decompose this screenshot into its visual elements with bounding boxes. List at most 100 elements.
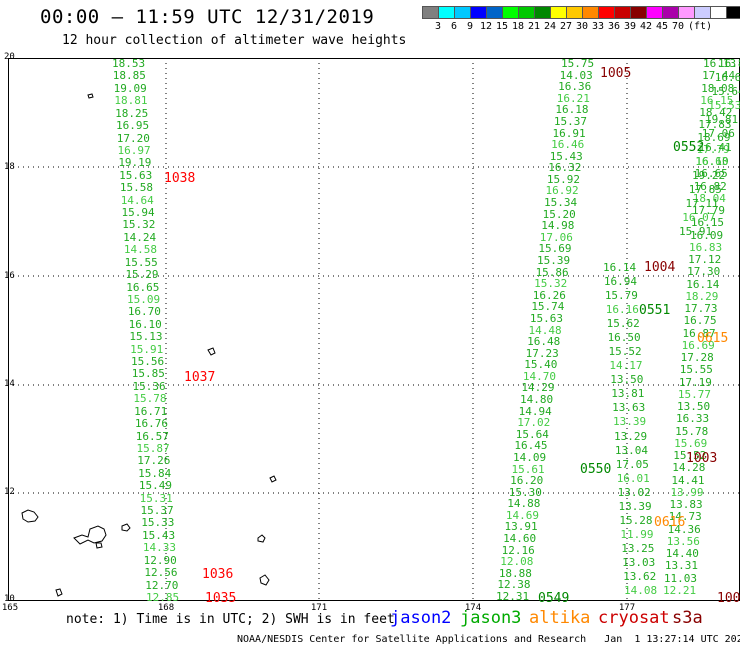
swh-value: 15.92 <box>546 172 580 186</box>
swh-value: 16.46 <box>551 138 585 152</box>
scale-swatch <box>486 6 502 19</box>
swh-value: 14.73 <box>668 510 702 524</box>
swh-value: 19.19 <box>118 156 152 170</box>
swh-value: 19.22 <box>692 169 726 182</box>
swh-value: 14.36 <box>667 522 701 536</box>
swh-value: 15.55 <box>124 255 158 269</box>
swh-value: 16.01 <box>616 471 650 485</box>
swh-value: 18.42 <box>699 106 733 120</box>
swh-value: 15.29 <box>125 268 159 282</box>
scale-label: 21 <box>527 21 541 32</box>
swh-value: 14.29 <box>521 381 555 395</box>
swh-value: 15.49 <box>138 479 172 493</box>
longitude-tick: 168 <box>157 603 175 613</box>
swh-value: 15.31 <box>139 491 173 505</box>
swh-value: 16.71 <box>134 404 168 418</box>
swh-value: 15.79 <box>604 289 638 303</box>
swh-value: 14.33 <box>142 541 176 555</box>
swh-value: 17.26 <box>137 454 171 468</box>
swh-value: 16.21 <box>556 91 590 105</box>
swh-value: 16.14 <box>603 261 637 274</box>
swh-value: 14.64 <box>120 193 154 207</box>
swh-value: 12.90 <box>143 553 177 567</box>
swh-value: 16.70 <box>127 305 161 319</box>
map-frame <box>8 58 740 601</box>
coastline <box>95 542 103 549</box>
swh-value: 12.21 <box>663 584 697 597</box>
swh-value: 16.33 <box>676 412 710 426</box>
swh-value: 15.64 <box>515 427 549 441</box>
swh-value: 16.16 <box>605 303 639 317</box>
swh-value: 15.09 <box>127 292 161 306</box>
swh-value: 15.43 <box>142 528 176 542</box>
scale-label: 70 <box>671 21 685 32</box>
swh-value: 13.81 <box>611 387 645 401</box>
latitude-tick: 18 <box>4 162 15 172</box>
coastline <box>207 347 216 356</box>
longitude-tick: 171 <box>310 603 328 613</box>
swh-value: 18.08 <box>701 81 735 95</box>
swh-value: 14.03 <box>559 68 593 82</box>
scale-swatch <box>518 6 534 19</box>
color-scale-labels: 3 6 9 12 15 18 21 24 27 30 33 36 39 42 45 70 (ft) <box>422 21 740 35</box>
scale-swatch <box>534 6 550 19</box>
swh-value: 13.31 <box>664 559 698 573</box>
scale-swatch <box>614 6 630 19</box>
swh-value: 15.94 <box>121 206 155 220</box>
swh-value: 16.07 <box>682 211 716 224</box>
scale-swatch <box>454 6 470 19</box>
chart-subtitle: 12 hour collection of altimeter wave hei… <box>62 33 407 48</box>
swh-value: 16.83 <box>689 240 723 254</box>
scale-label: 6 <box>450 21 458 32</box>
scale-swatch <box>646 6 662 19</box>
swh-value: 15.53 <box>708 99 740 112</box>
swh-value: 15.86 <box>535 265 569 279</box>
swh-value: 17.23 <box>525 346 559 360</box>
scale-swatch <box>422 6 438 19</box>
overpass-time-label: 1003 <box>686 451 718 466</box>
scale-label: 15 <box>495 21 509 32</box>
swh-value: 14.69 <box>505 508 540 522</box>
swh-value: 12.38 <box>497 578 531 592</box>
swh-value: 16.6 <box>714 71 740 84</box>
swh-value: 15.84 <box>138 466 172 480</box>
swh-value: 16.65 <box>126 280 160 294</box>
swh-value: 18.04 <box>692 191 726 205</box>
satellite-legend-item: altika <box>529 608 591 628</box>
swh-value: 15.52 <box>673 449 707 463</box>
scale-label: 39 <box>623 21 637 32</box>
swh-value: 12.08 <box>500 555 534 569</box>
swh-value: 17.06 <box>701 127 735 140</box>
swh-value: 11.99 <box>620 527 654 541</box>
swh-value: 16.63 <box>695 155 729 168</box>
swh-value: 13.04 <box>614 443 648 457</box>
swh-value: 15.33 <box>141 516 175 530</box>
swh-value: 17.85 <box>688 183 722 196</box>
swh-value: 15.36 <box>132 379 166 393</box>
scale-swatch <box>550 6 566 19</box>
swh-value: 13.39 <box>618 499 652 513</box>
swh-value: 12.56 <box>144 566 178 580</box>
swh-value: 15.32 <box>122 218 156 232</box>
swh-value: 16.26 <box>532 288 566 302</box>
swh-value: 14.58 <box>123 243 157 257</box>
latitude-tick: 20 <box>4 52 15 62</box>
credit-line: NOAA/NESDIS Center for Satellite Applica… <box>237 634 740 645</box>
swh-value: 17.05 <box>615 457 649 471</box>
swh-value: 19.09 <box>113 81 147 95</box>
scale-swatch <box>710 6 726 19</box>
coastline <box>55 588 63 597</box>
swh-value: 15.32 <box>534 277 568 291</box>
swh-value: 16.8 <box>718 57 740 70</box>
coastline <box>87 93 94 99</box>
swh-value: 16.87 <box>682 326 716 340</box>
chart-title: 00:00 – 11:59 UTC 12/31/2019 <box>40 6 375 28</box>
longitude-tick: 174 <box>464 603 482 613</box>
swh-value: 13.03 <box>622 555 656 569</box>
swh-value: 14.48 <box>528 323 562 337</box>
overpass-time-label: 0616 <box>654 515 686 530</box>
swh-value: 13.56 <box>666 534 700 548</box>
swh-value: 16.69 <box>681 338 715 352</box>
swh-value: 15.58 <box>119 181 154 195</box>
swh-value: 18.81 <box>114 94 148 108</box>
